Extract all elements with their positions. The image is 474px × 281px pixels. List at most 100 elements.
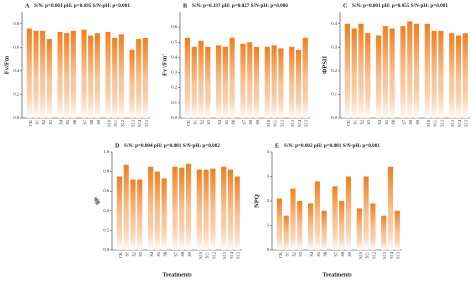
x-tick-label: S2 [291, 252, 296, 257]
x-tick-label: S12 [120, 120, 125, 127]
x-tick-label: S10 [106, 120, 111, 127]
bar [229, 37, 235, 118]
bar [118, 34, 124, 118]
x-tick-label: S6 [72, 119, 77, 124]
y-tick-label: 0.8 [103, 169, 109, 174]
bar [247, 42, 253, 118]
y-tick-label: 0.0 [13, 115, 19, 120]
bar [271, 45, 277, 118]
x-tick-label: CK [278, 251, 283, 258]
bar [382, 26, 388, 119]
bar [264, 46, 270, 119]
y-tick-label: 0.2 [171, 85, 177, 90]
x-tick-label: S4 [377, 119, 382, 124]
x-tick-label: S5 [65, 120, 70, 125]
bar [297, 201, 303, 250]
bar [116, 176, 123, 250]
x-tick-label: S2 [359, 120, 364, 125]
bar [46, 39, 52, 118]
x-tick-label: S13 [130, 120, 135, 127]
bar [278, 48, 284, 118]
x-tick-label: S12 [439, 120, 444, 127]
x-axis-label: Treatments [322, 272, 352, 278]
x-tick-label: S11 [205, 252, 210, 259]
x-tick-label: S4 [149, 251, 154, 256]
bar [283, 215, 289, 250]
bar [407, 21, 413, 118]
bar [345, 176, 352, 250]
x-tick-label: S15 [236, 252, 241, 259]
x-tick-label: S8 [340, 252, 345, 257]
bar [112, 37, 118, 118]
bar [216, 45, 222, 118]
x-tick-label: S8 [408, 120, 413, 125]
bar [196, 169, 202, 250]
bar [351, 28, 357, 118]
x-tick-label: S15 [464, 120, 469, 127]
bar [142, 37, 148, 118]
bar [184, 37, 191, 118]
bar [438, 30, 444, 118]
x-tick-label: S7 [241, 119, 246, 124]
x-tick-label: S1 [193, 120, 198, 125]
y-tick-label: 1 [267, 223, 269, 228]
bar [81, 29, 87, 119]
bar [394, 210, 400, 250]
y-tick-label: 0.4 [331, 21, 337, 26]
x-tick-label: S9 [415, 120, 420, 125]
bar [295, 49, 302, 118]
x-tick-label: S5 [316, 252, 321, 257]
x-tick-label: S8 [89, 120, 94, 125]
panel-subtitle: S/N: p=0.004 pH: p=0.001 S/N-pH: p=0.002 [124, 143, 220, 149]
bar [105, 32, 111, 119]
x-tick-label: S15 [396, 252, 401, 259]
x-tick-label: S14 [297, 119, 302, 127]
x-axis-label: Treatments [162, 272, 192, 278]
x-tick-label: S6 [163, 251, 168, 256]
y-tick-label: 0.6 [13, 44, 19, 49]
x-tick-label: S3 [298, 252, 303, 257]
y-tick-label: 0.2 [331, 68, 337, 73]
bar [57, 32, 63, 119]
panel-subtitle: S/N: p=0.001 pH: p=0.695 S/N-pH: p<0.001 [34, 3, 130, 9]
x-tick-label: S1 [285, 252, 290, 257]
bar [203, 169, 209, 250]
x-tick-label: S4 [217, 119, 222, 124]
bar [344, 23, 351, 118]
bar [222, 46, 228, 119]
x-tick-label: S11 [433, 120, 438, 127]
x-tick-label: S9 [187, 252, 192, 257]
bar [389, 28, 395, 118]
bar [172, 166, 178, 250]
x-tick-label: S1 [34, 120, 39, 125]
y-tick-label: 0.1 [171, 100, 177, 105]
x-tick-label: S9 [255, 120, 260, 125]
bar [455, 35, 462, 118]
panel-letter: B [183, 3, 187, 9]
y-tick-label: 3 [267, 174, 270, 179]
panel-letter: E [275, 143, 279, 149]
bar [321, 210, 327, 250]
bar [185, 163, 192, 250]
y-tick-label: 0.2 [103, 227, 109, 232]
x-tick-label: S11 [273, 120, 278, 127]
bar [363, 176, 369, 250]
x-tick-label: S7 [173, 251, 178, 256]
bar [191, 46, 197, 119]
y-tick-label: 0.2 [13, 91, 19, 96]
x-tick-label: S6 [391, 119, 396, 124]
x-tick-label: S3 [138, 252, 143, 257]
x-tick-label: S13 [450, 120, 455, 127]
x-tick-label: S12 [279, 120, 284, 127]
bar [154, 171, 160, 250]
panel-letter: A [25, 3, 30, 9]
panel-subtitle: S/N: p=0.002 pH: p=0.001 S/N-pH: p=0.001 [284, 143, 380, 149]
x-tick-label: S13 [290, 120, 295, 127]
x-tick-label: S10 [358, 252, 363, 259]
bar [276, 198, 283, 250]
y-tick-label: 2 [267, 198, 269, 203]
bar [234, 176, 240, 250]
bar [123, 164, 129, 250]
bar [431, 30, 437, 118]
bar [129, 49, 135, 118]
